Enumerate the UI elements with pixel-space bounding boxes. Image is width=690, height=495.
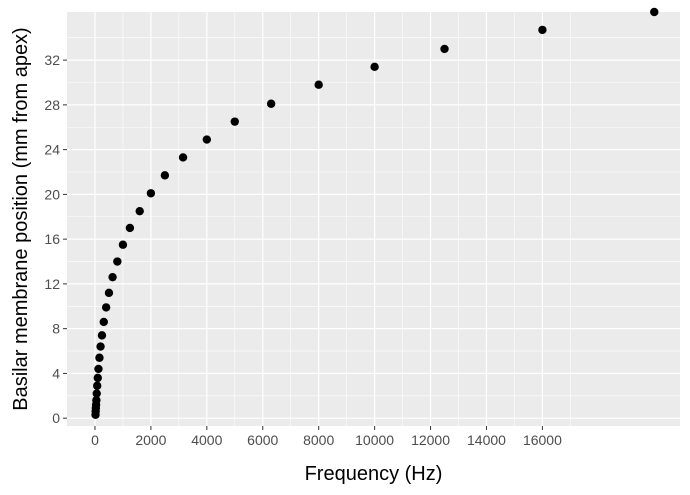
data-point xyxy=(113,257,122,266)
data-points xyxy=(91,7,659,420)
data-point xyxy=(93,381,102,390)
data-point xyxy=(314,80,323,89)
x-tick-label: 8000 xyxy=(303,432,334,448)
y-axis-title: Basilar membrane position (mm from apex) xyxy=(10,27,32,410)
data-point xyxy=(92,396,101,405)
y-tick-label: 4 xyxy=(52,365,60,381)
data-point xyxy=(538,25,547,35)
data-point xyxy=(108,272,117,282)
y-tick-label: 20 xyxy=(44,186,60,202)
data-point xyxy=(104,288,114,298)
y-tick-label: 28 xyxy=(44,97,60,113)
y-tick-label: 0 xyxy=(52,410,60,426)
data-point xyxy=(160,171,170,180)
data-point xyxy=(99,317,108,327)
x-tick-label: 10000 xyxy=(355,432,394,448)
data-point xyxy=(135,206,144,216)
data-point xyxy=(440,44,449,54)
y-tick-label: 8 xyxy=(52,321,60,337)
y-tick-label: 16 xyxy=(44,231,60,247)
minor-gridlines xyxy=(67,12,680,426)
data-point xyxy=(202,135,212,144)
plot-panel xyxy=(67,12,680,426)
x-tick-label: 2000 xyxy=(135,432,166,448)
y-tick-label: 12 xyxy=(44,276,60,292)
data-point xyxy=(96,342,105,351)
y-tick-label: 24 xyxy=(44,142,60,158)
data-point xyxy=(94,364,103,374)
x-tick-label: 0 xyxy=(91,432,99,448)
data-point xyxy=(92,389,101,398)
x-tick-label: 16000 xyxy=(523,432,562,448)
x-tick-label: 4000 xyxy=(191,432,222,448)
data-point xyxy=(230,117,239,126)
data-point xyxy=(125,223,135,233)
data-point xyxy=(101,303,111,312)
data-point xyxy=(97,331,107,340)
x-axis: 0 2000 4000 6000 8000 10000 12000 14000 16000 xyxy=(91,426,562,448)
data-point xyxy=(370,62,379,72)
data-point xyxy=(650,7,659,17)
y-axis: 0 4 8 12 16 20 24 28 32 xyxy=(44,52,67,426)
x-tick-label: 12000 xyxy=(411,432,450,448)
x-tick-label: 14000 xyxy=(467,432,506,448)
y-tick-label: 32 xyxy=(44,52,60,68)
data-point xyxy=(266,99,276,108)
data-point xyxy=(146,189,156,198)
x-tick-label: 6000 xyxy=(247,432,278,448)
data-point xyxy=(178,153,188,162)
data-point xyxy=(118,240,128,249)
major-gridlines xyxy=(67,12,680,426)
data-point xyxy=(93,373,102,383)
x-axis-title: Frequency (Hz) xyxy=(305,463,443,485)
data-point xyxy=(95,353,104,362)
